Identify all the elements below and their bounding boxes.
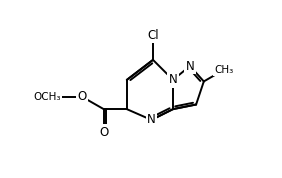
Text: O: O [78,90,87,103]
Text: O: O [99,126,108,139]
Text: CH₃: CH₃ [214,65,233,75]
Text: N: N [186,59,194,72]
Text: Cl: Cl [147,29,159,42]
Text: OCH₃: OCH₃ [33,92,61,102]
Text: N: N [169,73,177,86]
Text: N: N [147,113,156,126]
